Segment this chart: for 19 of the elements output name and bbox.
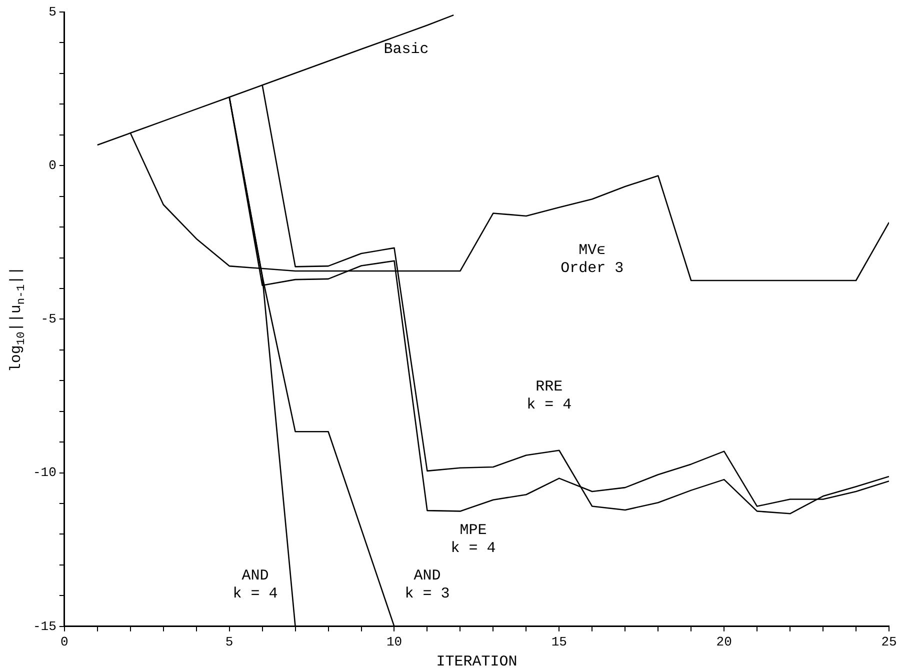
y-tick-label: -15: [33, 618, 56, 634]
x-tick-label: 10: [386, 634, 402, 650]
x-tick-label: 0: [60, 634, 68, 650]
y-axis-title: log10||un-1||: [8, 266, 28, 372]
text: RRE k = 4: [526, 378, 572, 414]
series-label: MPE k = 4: [450, 522, 496, 558]
series-label: AND k = 3: [404, 567, 450, 602]
series-label: Basic: [384, 41, 429, 58]
y-tick-label: -10: [33, 465, 56, 480]
x-tick-label: 5: [225, 634, 234, 650]
x-tick-label: 25: [881, 634, 897, 650]
y-tick-label: -5: [40, 312, 56, 327]
x-tick-label: 20: [716, 634, 732, 650]
x-tick-label: 15: [551, 634, 567, 650]
y-tick-label: 5: [48, 4, 56, 20]
text: MVϵ Order 3: [560, 242, 624, 278]
series-label: AND k = 4: [232, 567, 278, 602]
y-tick-label: 0: [48, 158, 56, 174]
x-axis-title: ITERATION: [436, 653, 518, 670]
